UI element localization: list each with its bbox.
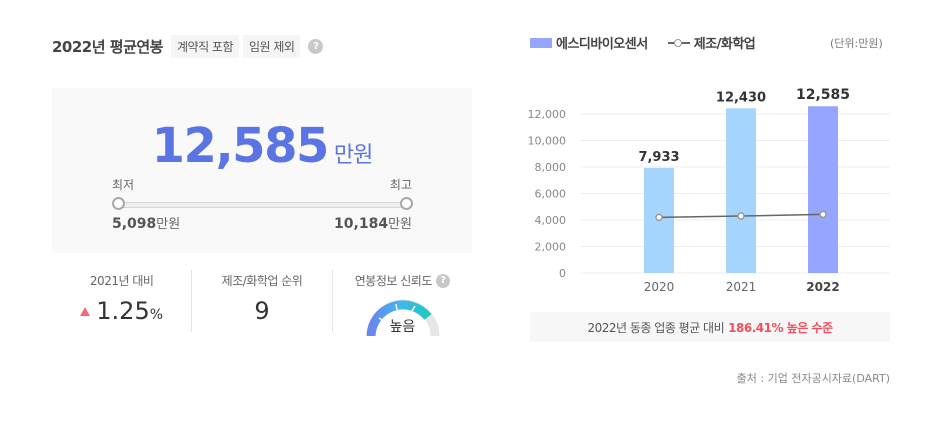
svg-text:12,585: 12,585 xyxy=(796,87,850,103)
stat-reliability-label-row: 연봉정보 신뢰도? xyxy=(333,272,472,289)
line-marker-icon xyxy=(667,38,690,48)
question-icon[interactable]: ? xyxy=(308,38,324,54)
max-salary-value: 10,184 xyxy=(334,216,389,232)
svg-text:2,000: 2,000 xyxy=(535,241,567,254)
chart-legend: 에스디바이오센서 제조/화학업 xyxy=(530,33,756,52)
tag-exec: 임원 제외 xyxy=(243,34,301,58)
svg-text:8,000: 8,000 xyxy=(535,161,567,174)
salary-range-bar xyxy=(118,202,406,208)
salary-header: 2022년 평균연봉 계약직 포함 임원 제외 ? xyxy=(52,34,324,58)
svg-text:6,000: 6,000 xyxy=(535,188,567,201)
data-source: 출처 : 기업 전자공시자료(DART) xyxy=(736,372,890,385)
note-highlight: 186.41% 높은 수준 xyxy=(728,320,833,335)
average-salary: 12,585 만원 xyxy=(52,118,472,174)
legend-company: 에스디바이오센서 xyxy=(556,37,648,52)
yoy-number: 1.25 xyxy=(96,297,150,325)
note-prefix: 2022년 동종 업종 평균 대비 xyxy=(587,320,725,335)
stat-yoy: 2021년 대비 1.25% xyxy=(52,270,191,332)
svg-text:4,000: 4,000 xyxy=(535,214,567,227)
min-salary-unit: 만원 xyxy=(156,217,181,232)
question-icon[interactable]: ? xyxy=(435,273,450,288)
industry-comparison-note: 2022년 동종 업종 평균 대비 186.41% 높은 수준 xyxy=(530,312,890,342)
yoy-suffix: % xyxy=(149,307,164,323)
svg-text:0: 0 xyxy=(559,267,566,280)
tag-contract: 계약직 포함 xyxy=(170,34,239,58)
average-salary-value: 12,585 xyxy=(151,118,330,174)
up-triangle-icon xyxy=(80,307,91,316)
svg-text:2020: 2020 xyxy=(644,280,675,294)
reliability-gauge-icon xyxy=(365,296,441,336)
max-salary-unit: 만원 xyxy=(388,217,412,232)
svg-text:12,000: 12,000 xyxy=(528,108,567,121)
max-knob xyxy=(400,197,413,210)
chart-x-axis: 2020 2021 2022 xyxy=(644,280,840,294)
stat-reliability: 연봉정보 신뢰도? 높음 xyxy=(331,270,472,336)
min-salary-value: 5,098 xyxy=(112,216,157,232)
max-salary: 10,184만원 xyxy=(334,213,412,232)
max-label: 최고 xyxy=(389,178,412,192)
min-salary: 5,098만원 xyxy=(112,213,180,232)
svg-text:7,933: 7,933 xyxy=(638,150,679,165)
stat-rank-value: 9 xyxy=(254,297,270,325)
svg-text:2022: 2022 xyxy=(806,280,839,294)
stat-rank-label: 제조/화학업 순위 xyxy=(221,274,303,288)
reliability-value: 높음 xyxy=(389,319,416,335)
average-salary-unit: 만원 xyxy=(333,143,373,168)
min-label: 최저 xyxy=(112,178,135,192)
salary-chart: 0 2,000 4,000 6,000 8,000 10,000 12,000 7,933 1… xyxy=(520,80,900,300)
svg-text:10,000: 10,000 xyxy=(528,135,567,148)
stat-yoy-label: 2021년 대비 xyxy=(89,274,154,288)
chart-unit: (단위:만원) xyxy=(830,37,883,50)
min-knob xyxy=(112,197,125,210)
stat-reliability-label: 연봉정보 신뢰도 xyxy=(354,274,433,288)
page-title: 2022년 평균연봉 xyxy=(52,37,163,56)
salary-stats: 2021년 대비 1.25% 제조/화학업 순위 9 연봉정보 신뢰도? xyxy=(52,270,472,336)
salary-summary: 12,585 만원 최저 최고 5,098만원 10,184만원 xyxy=(52,88,472,253)
bar-swatch-icon xyxy=(530,37,552,48)
svg-text:2021: 2021 xyxy=(726,280,757,294)
chart-line xyxy=(655,210,827,222)
chart-bars: 7,933 12,430 12,585 xyxy=(638,87,850,274)
svg-text:12,430: 12,430 xyxy=(716,90,766,105)
stat-yoy-value: 1.25% xyxy=(52,297,191,325)
stat-rank: 제조/화학업 순위 9 xyxy=(191,270,331,332)
legend-industry: 제조/화학업 xyxy=(693,37,756,52)
